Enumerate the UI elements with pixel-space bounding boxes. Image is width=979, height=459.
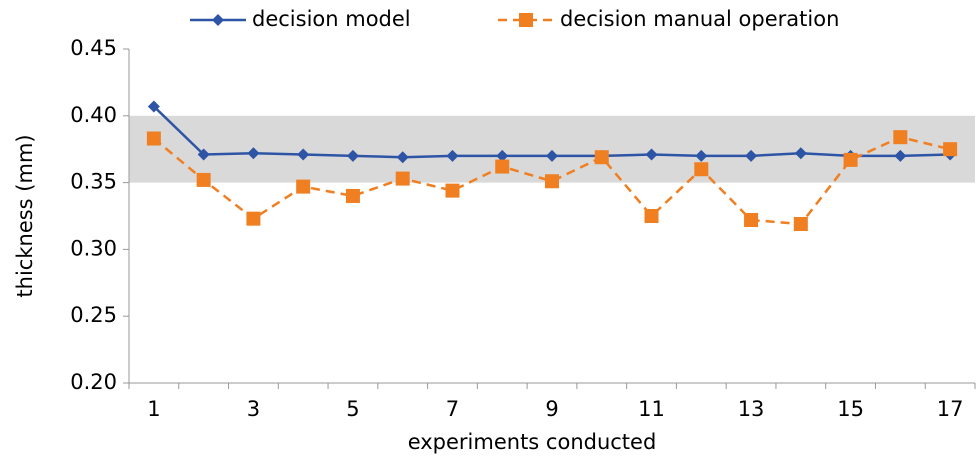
x-tick-label: 9 — [545, 397, 558, 421]
y-tick-label: 0.40 — [70, 103, 117, 127]
data-point — [694, 162, 709, 177]
data-point — [146, 131, 161, 146]
y-tick-label: 0.45 — [70, 36, 117, 60]
data-point — [745, 149, 758, 162]
x-tick-label: 11 — [638, 397, 665, 421]
x-tick-label: 3 — [247, 397, 260, 421]
y-tick-label: 0.25 — [70, 303, 117, 327]
data-point — [346, 149, 359, 162]
data-point — [395, 171, 410, 186]
data-point — [594, 150, 609, 165]
data-point — [894, 149, 907, 162]
data-point — [695, 149, 708, 162]
data-point — [495, 159, 510, 174]
data-point — [794, 147, 807, 160]
data-point — [843, 152, 858, 167]
y-tick-label: 0.30 — [70, 236, 117, 260]
data-point — [396, 151, 409, 164]
data-point — [744, 213, 759, 228]
data-point — [147, 100, 160, 113]
data-point — [893, 130, 908, 145]
x-tick-label: 5 — [346, 397, 359, 421]
legend-label: decision manual operation — [560, 7, 839, 31]
x-tick-label: 17 — [937, 397, 964, 421]
data-point — [545, 174, 559, 189]
y-axis-label: thickness (mm) — [13, 134, 37, 297]
x-axis-label: experiments conducted — [408, 430, 657, 454]
shaded-range — [129, 115, 975, 183]
x-tick-label: 7 — [446, 397, 459, 421]
data-point — [445, 183, 460, 198]
y-tick-label: 0.35 — [70, 170, 117, 194]
data-point — [645, 148, 658, 161]
x-tick-label: 15 — [837, 397, 864, 421]
x-tick-label: 13 — [738, 397, 765, 421]
data-point — [247, 147, 260, 160]
series-line — [153, 135, 951, 226]
legend-label: decision model — [252, 7, 411, 31]
data-point — [296, 179, 311, 194]
data-point — [246, 211, 261, 226]
legend-marker — [519, 13, 533, 27]
data-point — [197, 148, 210, 161]
data-point — [297, 148, 310, 161]
data-point — [943, 142, 958, 157]
data-point — [345, 188, 360, 203]
data-point — [793, 217, 808, 232]
legend-marker — [212, 14, 224, 26]
data-point — [196, 172, 211, 187]
y-tick-label: 0.20 — [70, 370, 117, 394]
data-point — [546, 149, 558, 162]
data-point — [644, 209, 659, 223]
x-tick-label: 1 — [147, 397, 160, 421]
data-point — [496, 149, 509, 162]
data-point — [446, 149, 459, 162]
